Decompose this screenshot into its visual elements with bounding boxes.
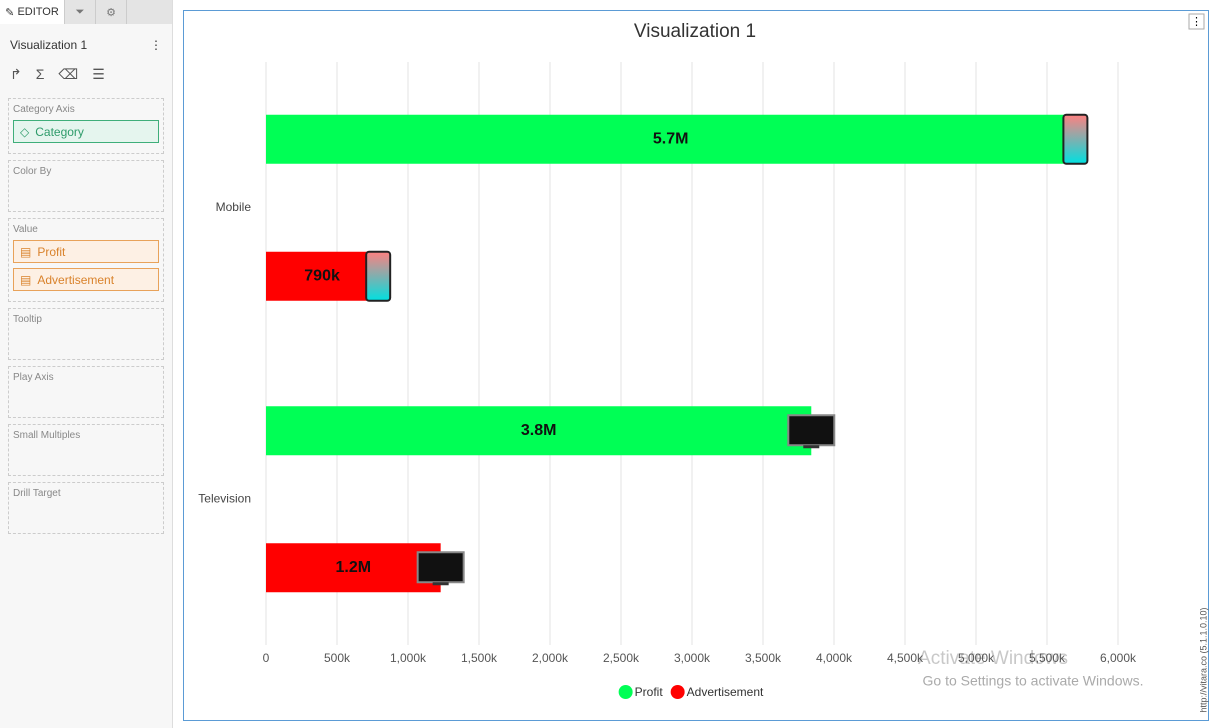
x-tick-label: 2,500k <box>603 651 640 665</box>
field-chip[interactable]: ▤ Advertisement <box>13 268 159 291</box>
x-tick-label: 5,500k <box>1029 651 1066 665</box>
sections: Category Axis ◇ Category Color By Value ▤ Prof… <box>0 98 172 534</box>
watermark: Go to Settings to activate Windows. <box>923 673 1144 689</box>
watermark: Activate Windows <box>918 648 1068 669</box>
chart-title: Visualization 1 <box>634 21 756 42</box>
chip-label: Category <box>35 124 84 139</box>
bar <box>266 406 812 456</box>
y-tick-label: Mobile <box>216 200 252 214</box>
menu[interactable]: ⋮ <box>150 38 162 52</box>
tool[interactable]: ⌫ <box>58 66 79 82</box>
y-tick-label: Television <box>198 491 251 505</box>
bar <box>266 543 441 593</box>
viz-title: Visualization 1 <box>10 38 88 52</box>
zone-label: Tooltip <box>13 314 42 325</box>
zone-label: Value <box>13 224 38 235</box>
chip-icon: ▤ <box>20 272 32 287</box>
drop-zone: Value ▤ Profit ▤ Advertisement <box>8 218 164 302</box>
zone-label: Small Multiples <box>13 430 81 441</box>
x-tick-label: 4,500k <box>887 651 924 665</box>
chip-icon: ▤ <box>20 244 32 259</box>
bar-icon-stand <box>432 582 449 586</box>
chip-label: Advertisement <box>37 272 115 287</box>
editor-tab[interactable]: ✎ EDITOR <box>0 0 65 24</box>
tab-label: EDITOR <box>17 6 59 18</box>
data-label: 3.8M <box>521 422 557 439</box>
drop-zone: Drill Target <box>8 482 164 534</box>
legend-label: Profit <box>635 685 664 699</box>
drop-zone: Tooltip <box>8 308 164 360</box>
legend-marker <box>670 685 685 699</box>
bar <box>266 114 1076 164</box>
x-tick-label: 3,000k <box>674 651 711 665</box>
chart-menu[interactable] <box>1188 13 1205 30</box>
editor-panel: ✎ EDITOR ⏷ ⚙ Visualization 1 ⋮ ↱ Σ ⌫ ☰ Categ… <box>0 0 173 728</box>
settings-tab[interactable]: ⚙ <box>96 0 127 24</box>
data-label: 790k <box>304 267 340 284</box>
zone-label: Category Axis <box>13 104 75 115</box>
drop-zone: Category Axis ◇ Category <box>8 98 164 154</box>
version: http://vitara.co (5.1.1.0.10) <box>1198 607 1208 712</box>
filter-tab[interactable]: ⏷ <box>65 0 96 24</box>
drop-zone: Small Multiples <box>8 424 164 476</box>
bar-icon <box>365 250 392 302</box>
tool[interactable]: ↱ <box>10 66 22 82</box>
chip-icon: ◇ <box>20 124 30 139</box>
x-tick-label: 500k <box>324 651 351 665</box>
chip-label: Profit <box>37 244 66 259</box>
zone-label: Drill Target <box>13 488 61 499</box>
tool[interactable]: ☰ <box>92 66 105 82</box>
viz-header: Visualization 1 ⋮ <box>10 38 162 52</box>
tool[interactable]: Σ <box>35 66 45 82</box>
bar-icon-stand <box>803 445 820 449</box>
bar-icon <box>1062 113 1089 165</box>
legend-label: Advertisement <box>687 685 764 699</box>
x-tick-label: 3,500k <box>745 651 782 665</box>
zone-label: Play Axis <box>13 372 54 383</box>
field-chip[interactable]: ◇ Category <box>13 120 159 143</box>
field-chip[interactable]: ▤ Profit <box>13 240 159 263</box>
bar-icon <box>416 551 465 584</box>
zone-label: Color By <box>13 166 52 177</box>
x-tick-label: 1,500k <box>461 651 498 665</box>
tabs: ✎ EDITOR ⏷ ⚙ <box>0 0 172 24</box>
chart-menu-icon: ⋮ <box>1191 16 1202 28</box>
x-tick-label: 4,000k <box>816 651 853 665</box>
legend-marker <box>618 685 633 699</box>
x-tick-label: 0 <box>263 651 270 665</box>
data-label: 1.2M <box>336 559 372 576</box>
x-tick-label: 1,000k <box>390 651 427 665</box>
drop-zone: Color By <box>8 160 164 212</box>
x-tick-label: 5,000k <box>958 651 995 665</box>
x-tick-label: 2,000k <box>532 651 569 665</box>
bar-icon <box>787 414 836 447</box>
bar <box>266 251 379 301</box>
drop-zone: Play Axis <box>8 366 164 418</box>
data-label: 5.7M <box>653 130 689 147</box>
toolbar: ↱ Σ ⌫ ☰ <box>10 66 162 86</box>
x-tick-label: 6,000k <box>1100 651 1137 665</box>
